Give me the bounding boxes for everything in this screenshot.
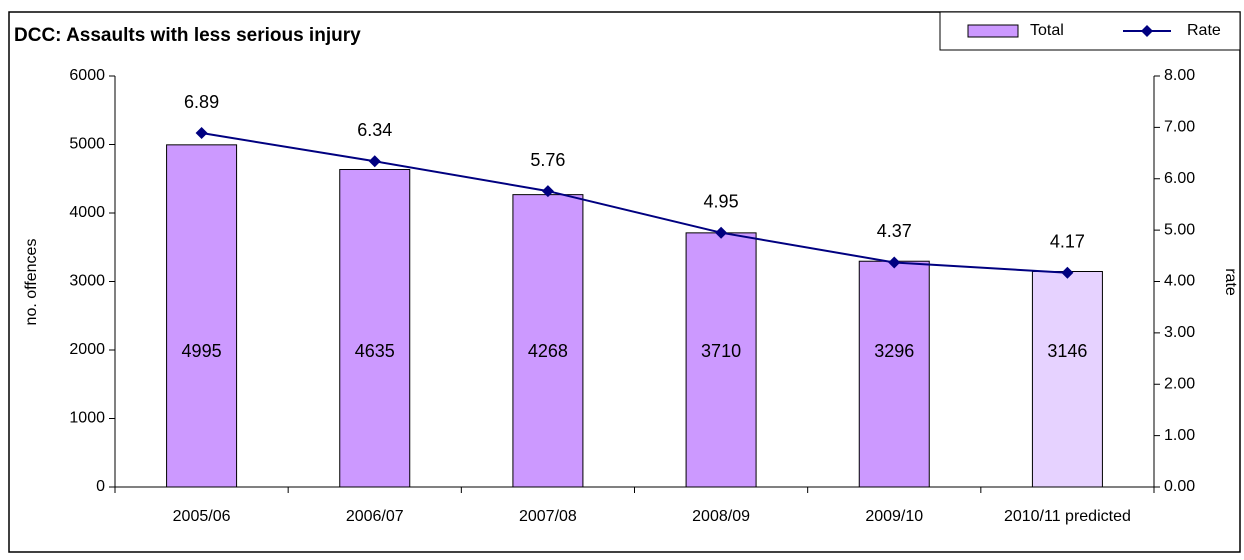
y2-axis-label: rate (1222, 268, 1239, 296)
x-tick-label: 2008/09 (692, 508, 750, 525)
bar (685, 232, 757, 488)
y2-tick-label: 2.00 (1164, 375, 1195, 392)
x-tick-label: 2009/10 (865, 508, 923, 525)
bar-value-label: 4635 (355, 341, 395, 361)
legend-swatch (967, 24, 1019, 38)
bar (512, 194, 584, 488)
bar-value-label: 4995 (182, 341, 222, 361)
y-tick-label: 4000 (69, 204, 105, 221)
x-tick-label: 2007/08 (519, 508, 577, 525)
y2-tick-label: 6.00 (1164, 170, 1195, 187)
line-value-label: 6.89 (184, 92, 219, 112)
legend-label: Rate (1187, 22, 1221, 39)
y2-tick-label: 8.00 (1164, 67, 1195, 84)
y-tick-label: 0 (96, 478, 105, 495)
y-tick-label: 2000 (69, 341, 105, 358)
bar-value-label: 4268 (528, 341, 568, 361)
x-tick-label: 2006/07 (346, 508, 404, 525)
y2-tick-label: 1.00 (1164, 427, 1195, 444)
y-tick-label: 1000 (69, 410, 105, 427)
line-value-label: 4.37 (877, 221, 912, 241)
y-tick-label: 3000 (69, 273, 105, 290)
bar (1031, 270, 1103, 488)
line-value-label: 4.95 (704, 191, 739, 211)
y2-tick-label: 7.00 (1164, 119, 1195, 136)
legend-label: Total (1030, 22, 1064, 39)
y2-tick-label: 0.00 (1164, 478, 1195, 495)
line-value-label: 4.17 (1050, 232, 1085, 252)
y-axis-label: no. offences (23, 239, 40, 326)
marker (195, 127, 208, 140)
y2-tick-label: 5.00 (1164, 221, 1195, 238)
legend-marker (1141, 25, 1153, 37)
line-value-label: 5.76 (530, 150, 565, 170)
bar (339, 169, 411, 488)
marker (888, 256, 901, 269)
line-value-label: 6.34 (357, 120, 392, 140)
line (201, 132, 1068, 274)
y2-tick-label: 3.00 (1164, 324, 1195, 341)
bar-value-label: 3296 (874, 341, 914, 361)
y2-tick-label: 4.00 (1164, 273, 1195, 290)
marker (715, 226, 728, 239)
bar-value-label: 3710 (701, 341, 741, 361)
x-tick-label: 2010/11 predicted (1004, 508, 1131, 525)
marker (368, 155, 381, 168)
marker (541, 185, 554, 198)
bar (858, 260, 930, 488)
y-tick-label: 6000 (69, 67, 105, 84)
y-tick-label: 5000 (69, 136, 105, 153)
bar (166, 144, 238, 488)
marker (1061, 266, 1074, 279)
x-tick-label: 2005/06 (173, 508, 231, 525)
bar-value-label: 3146 (1047, 341, 1087, 361)
chart-title: DCC: Assaults with less serious injury (14, 25, 361, 46)
